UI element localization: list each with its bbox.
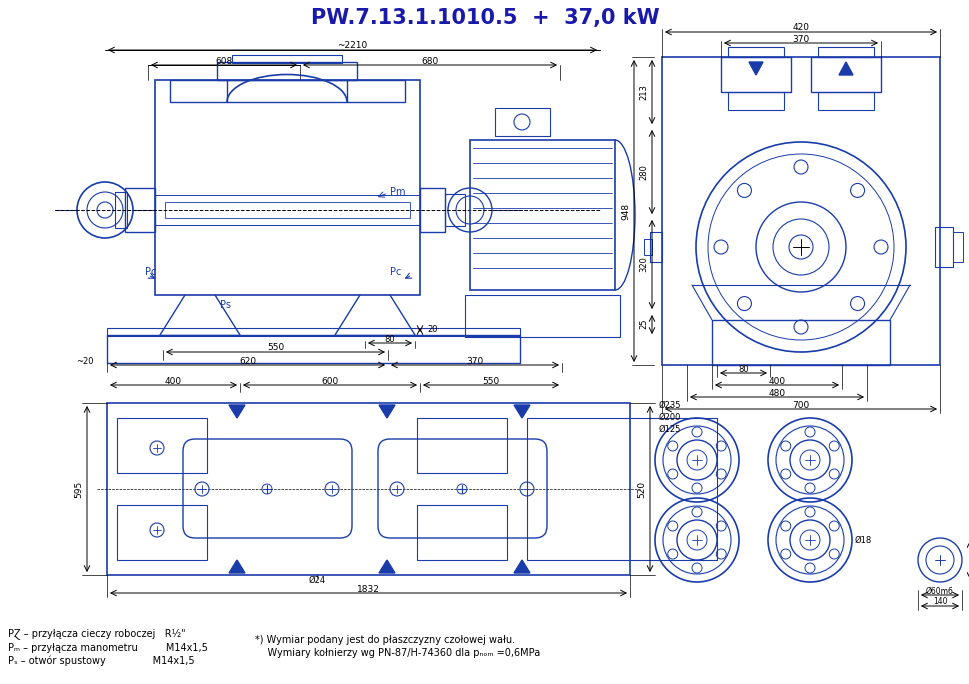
Bar bbox=[728, 92, 783, 110]
Polygon shape bbox=[229, 405, 245, 418]
Text: Ø60m6: Ø60m6 bbox=[925, 586, 953, 596]
Text: 20: 20 bbox=[426, 326, 437, 334]
Bar bbox=[115, 192, 127, 228]
Bar bbox=[810, 57, 880, 92]
Text: 80: 80 bbox=[737, 365, 748, 373]
Text: Ps: Ps bbox=[220, 300, 231, 310]
Text: 680: 680 bbox=[421, 57, 438, 66]
Text: Ø18: Ø18 bbox=[854, 536, 871, 544]
Text: 400: 400 bbox=[165, 376, 182, 386]
Bar bbox=[125, 188, 155, 232]
Text: Pc: Pc bbox=[144, 267, 156, 277]
Text: 213: 213 bbox=[639, 84, 647, 100]
Text: 608: 608 bbox=[215, 57, 233, 66]
Text: 320: 320 bbox=[639, 256, 647, 272]
Text: Pₛ – otwór spustowy               M14x1,5: Pₛ – otwór spustowy M14x1,5 bbox=[8, 656, 195, 666]
Bar bbox=[711, 320, 890, 365]
Bar bbox=[720, 57, 790, 92]
Polygon shape bbox=[379, 405, 394, 418]
Bar bbox=[417, 505, 507, 560]
Text: Ø235: Ø235 bbox=[658, 401, 681, 410]
Text: 80: 80 bbox=[385, 334, 395, 343]
Bar bbox=[494, 108, 549, 136]
Text: 700: 700 bbox=[792, 401, 809, 410]
Text: PW.7.13.1.1010.5  +  37,0 kW: PW.7.13.1.1010.5 + 37,0 kW bbox=[310, 8, 659, 28]
Bar bbox=[934, 227, 952, 267]
Bar bbox=[420, 188, 445, 232]
Text: 370: 370 bbox=[466, 356, 484, 365]
Bar bbox=[445, 194, 464, 226]
Text: 140: 140 bbox=[932, 598, 947, 607]
Text: 520: 520 bbox=[637, 480, 645, 497]
Text: Wymiary kołnierzy wg PN-87/H-74360 dla pₙₒₘ =0,6MPa: Wymiary kołnierzy wg PN-87/H-74360 dla p… bbox=[255, 648, 540, 658]
Text: Pc: Pc bbox=[390, 267, 401, 277]
Bar bbox=[107, 335, 519, 363]
Bar bbox=[165, 202, 410, 218]
Text: 400: 400 bbox=[767, 376, 785, 386]
Polygon shape bbox=[379, 560, 394, 573]
Text: ~20: ~20 bbox=[77, 356, 94, 365]
Bar bbox=[107, 403, 629, 575]
Bar bbox=[464, 295, 619, 337]
Text: Pm: Pm bbox=[390, 187, 405, 197]
Bar bbox=[155, 80, 420, 295]
Text: Ø125: Ø125 bbox=[658, 425, 680, 434]
Bar bbox=[643, 239, 651, 255]
Text: Ø24: Ø24 bbox=[308, 575, 326, 585]
Polygon shape bbox=[748, 62, 763, 75]
Text: 370: 370 bbox=[792, 34, 809, 44]
Bar bbox=[526, 418, 716, 560]
Text: 550: 550 bbox=[482, 376, 499, 386]
Text: Ø200: Ø200 bbox=[658, 412, 680, 421]
Bar bbox=[817, 92, 873, 110]
Text: 948: 948 bbox=[620, 202, 629, 220]
Text: 595: 595 bbox=[74, 480, 83, 498]
Polygon shape bbox=[514, 560, 529, 573]
Text: 480: 480 bbox=[767, 389, 785, 397]
Bar bbox=[417, 418, 507, 473]
Bar bbox=[117, 418, 206, 473]
Bar bbox=[649, 232, 661, 262]
Bar bbox=[232, 55, 342, 63]
Text: 1832: 1832 bbox=[357, 585, 380, 594]
Text: 25: 25 bbox=[639, 319, 647, 329]
Text: *) Wymiar podany jest do płaszczyzny czołowej wału.: *) Wymiar podany jest do płaszczyzny czo… bbox=[255, 635, 515, 645]
Bar bbox=[170, 80, 405, 102]
Polygon shape bbox=[514, 405, 529, 418]
Polygon shape bbox=[838, 62, 852, 75]
Text: 420: 420 bbox=[792, 23, 809, 33]
Bar bbox=[217, 62, 357, 80]
Bar bbox=[117, 505, 206, 560]
Text: 280: 280 bbox=[639, 164, 647, 180]
Text: ~2210: ~2210 bbox=[336, 42, 366, 51]
Bar bbox=[470, 140, 614, 290]
Bar bbox=[107, 328, 519, 336]
Bar bbox=[817, 47, 873, 57]
Text: 620: 620 bbox=[238, 356, 256, 365]
Bar bbox=[952, 232, 962, 262]
Bar bbox=[728, 47, 783, 57]
Bar bbox=[661, 57, 939, 365]
Text: 550: 550 bbox=[266, 343, 284, 352]
Text: 600: 600 bbox=[321, 376, 338, 386]
Polygon shape bbox=[229, 560, 245, 573]
Text: PⱿ – przyłącza cieczy roboczej   R½": PⱿ – przyłącza cieczy roboczej R½" bbox=[8, 629, 185, 640]
Text: Pₘ – przyłącza manometru         M14x1,5: Pₘ – przyłącza manometru M14x1,5 bbox=[8, 643, 207, 653]
